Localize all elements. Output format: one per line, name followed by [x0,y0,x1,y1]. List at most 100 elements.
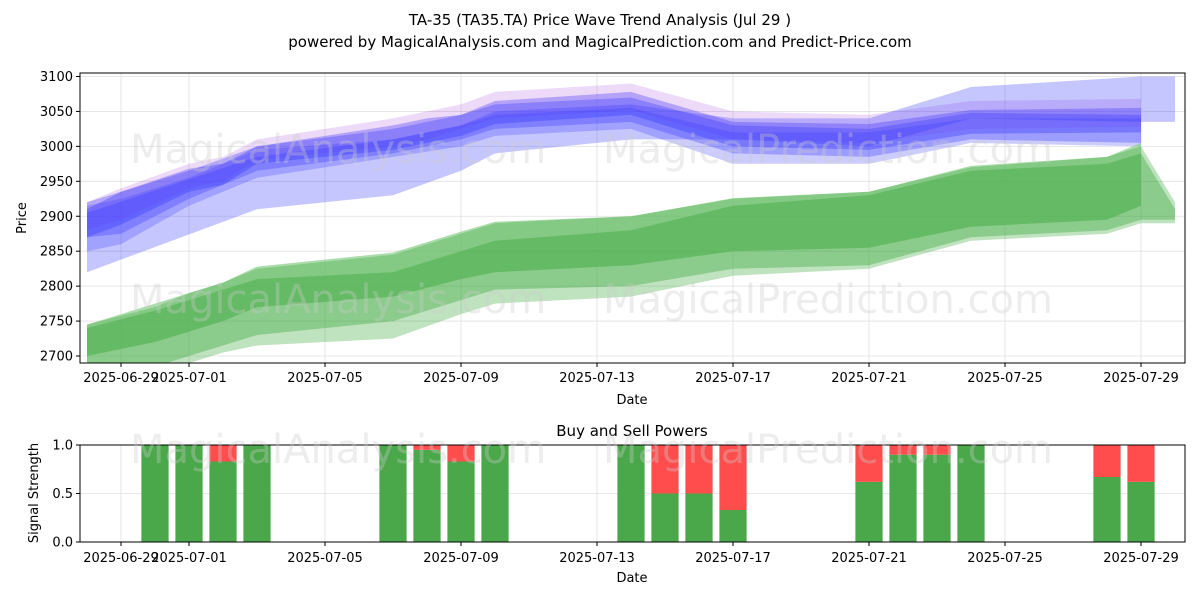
price-x-tick-label: 2025-07-01 [151,371,227,386]
buy-power-bar [923,454,951,542]
signal-bar-2025-07-09 [447,445,475,542]
buy-power-bar [1127,481,1155,542]
signal-bar-2025-07-29 [1127,445,1155,542]
price-x-tick-label: 2025-07-17 [695,371,771,386]
signal-x-tick-label: 2025-07-13 [559,551,635,566]
sell-power-bar [685,445,713,494]
watermarks: MagicalAnalysis.com MagicalPrediction.com… [130,127,1053,473]
signal-plot-area [141,445,1155,542]
signal-bar-2025-07-28 [1093,445,1121,542]
signal-x-tick-label: 2025-07-01 [151,551,227,566]
price-y-tick-label: 2900 [40,210,73,225]
price-band-2 [87,83,1141,231]
price-y-tick-label: 3100 [40,70,73,85]
sell-power-bar [889,445,917,455]
signal-bar-2025-07-10 [481,445,509,542]
price-axis-ticks: 2700 2750 2800 2850 2900 2950 3000 3050 3100 2025… [40,70,1179,386]
price-plot-area [87,76,1175,363]
signal-bar-2025-07-07 [379,445,407,542]
signal-bar-2025-07-08 [413,445,441,542]
sell-power-bar [923,445,951,455]
price-band-8 [87,146,1175,363]
buy-power-bar [413,449,441,542]
buy-power-bar [855,481,883,542]
buy-power-bar [379,445,407,542]
signal-bar-2025-07-03 [243,445,271,542]
price-y-tick-label: 2700 [40,350,73,365]
signal-y-tick-label: 0.5 [52,487,73,502]
buy-power-bar [719,509,747,542]
buy-power-bar [957,445,985,542]
sell-power-bar [209,445,237,462]
buy-power-bar [889,454,917,542]
main-chart-subtitle: powered by MagicalAnalysis.com and Magic… [288,33,912,51]
main-chart-title: TA-35 (TA35.TA) Price Wave Trend Analysi… [408,11,791,29]
price-x-tick-label: 2025-06-29 [83,371,159,386]
signal-y-tick-label: 1.0 [52,439,73,454]
buy-power-bar [617,445,645,542]
watermark-text: MagicalAnalysis.com [130,277,546,323]
signal-x-tick-label: 2025-07-09 [423,551,499,566]
price-y-tick-label: 2750 [40,315,73,330]
signal-bar-2025-07-15 [651,445,679,542]
price-band-6 [87,142,1141,356]
sell-power-bar [719,445,747,510]
signal-x-tick-label: 2025-07-17 [695,551,771,566]
price-x-tick-label: 2025-07-29 [1103,371,1179,386]
price-x-tick-label: 2025-07-13 [559,371,635,386]
price-y-tick-label: 2950 [40,175,73,190]
buy-power-bar [141,445,169,542]
buy-power-bar [685,493,713,542]
price-band-4 [87,97,1141,238]
signal-x-tick-label: 2025-07-21 [831,551,907,566]
price-y-tick-label: 3000 [40,140,73,155]
signal-y-tick-label: 0.0 [52,536,73,551]
sell-power-bar [855,445,883,482]
price-x-axis-label: Date [616,393,647,408]
price-band-3 [87,76,1175,273]
price-plot-frame [79,72,1186,364]
price-bands [87,76,1175,363]
signal-x-tick-label: 2025-06-29 [83,551,159,566]
buy-power-bar [447,461,475,542]
price-y-tick-label: 3050 [40,105,73,120]
signal-y-axis-label: Signal Strength [27,443,42,543]
price-x-tick-label: 2025-07-21 [831,371,907,386]
signal-bar-2025-07-23 [923,445,951,542]
sell-power-bar [651,445,679,494]
signal-bar-2025-07-14 [617,445,645,542]
sell-power-bar [1127,445,1155,482]
buy-power-bar [243,445,271,542]
price-band-1 [87,91,1141,238]
price-y-tick-label: 2800 [40,280,73,295]
signal-x-axis-label: Date [616,571,647,586]
price-band-5 [87,107,1141,252]
price-y-tick-label: 2850 [40,245,73,260]
price-x-tick-label: 2025-07-09 [423,371,499,386]
signal-bar-2025-06-30 [141,445,169,542]
signal-bar-2025-07-24 [957,445,985,542]
signal-bar-2025-07-01 [175,445,203,542]
buy-power-bar [1093,477,1121,542]
sell-power-bar [413,445,441,450]
price-x-tick-label: 2025-07-25 [967,371,1043,386]
signal-x-tick-label: 2025-07-25 [967,551,1043,566]
signal-x-tick-label: 2025-07-29 [1103,551,1179,566]
buy-power-bar [481,445,509,542]
buy-power-bar [175,445,203,542]
signal-bar-2025-07-16 [685,445,713,542]
signal-bar-2025-07-21 [855,445,883,542]
price-y-axis-label: Price [15,202,30,234]
watermark-text: MagicalAnalysis.com [130,127,546,173]
signal-bar-2025-07-17 [719,445,747,542]
price-x-tick-label: 2025-07-05 [287,371,363,386]
watermark-text: MagicalPrediction.com [603,277,1053,323]
watermark-text: MagicalAnalysis.com [130,427,546,473]
watermark-text: MagicalPrediction.com [603,127,1053,173]
buy-power-bar [209,461,237,542]
buy-power-bar [651,493,679,542]
signal-x-tick-label: 2025-07-05 [287,551,363,566]
signal-chart-title: Buy and Sell Powers [556,422,708,440]
